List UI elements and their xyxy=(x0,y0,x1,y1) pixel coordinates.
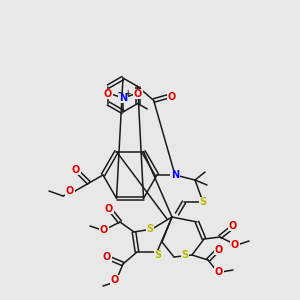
Text: S: S xyxy=(154,250,162,260)
Text: O: O xyxy=(215,245,223,255)
Text: N: N xyxy=(171,170,179,180)
Text: O: O xyxy=(72,165,80,175)
Text: O: O xyxy=(111,275,119,285)
Text: O: O xyxy=(105,204,113,214)
Text: O: O xyxy=(231,240,239,250)
Text: O: O xyxy=(66,186,74,196)
Text: O: O xyxy=(100,225,108,235)
Text: O: O xyxy=(215,267,223,277)
Text: O: O xyxy=(134,89,142,99)
Text: -: - xyxy=(118,88,122,98)
Text: O: O xyxy=(229,221,237,231)
Text: N: N xyxy=(119,93,127,103)
Text: S: S xyxy=(146,224,154,234)
Text: S: S xyxy=(182,250,189,260)
Text: O: O xyxy=(168,92,176,101)
Text: O: O xyxy=(103,252,111,262)
Text: +: + xyxy=(124,89,130,98)
Text: S: S xyxy=(200,197,207,207)
Text: O: O xyxy=(104,89,112,99)
